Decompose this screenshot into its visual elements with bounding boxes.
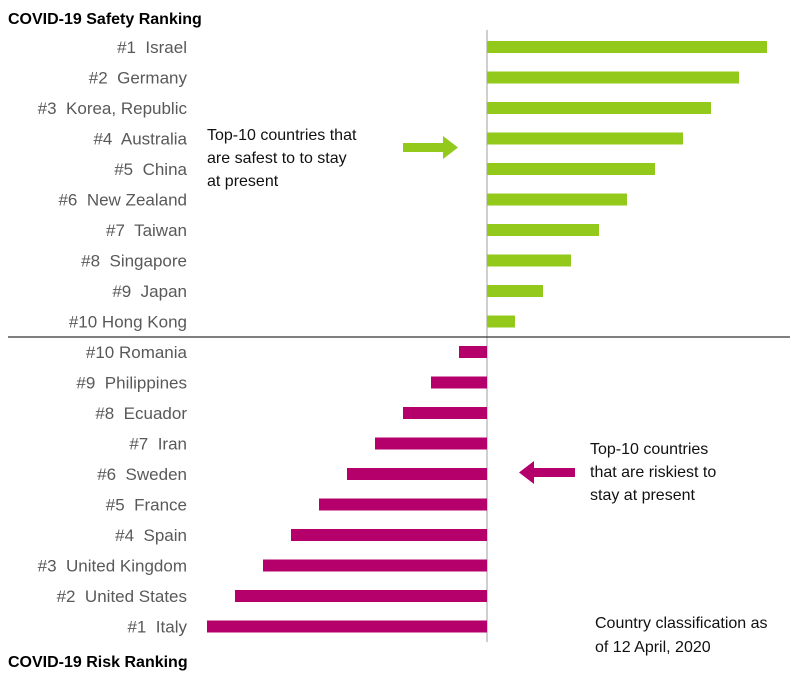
risk-bar: [291, 529, 487, 541]
footnote-line: Country classification as: [595, 615, 768, 632]
category-label: #2 United States: [57, 587, 187, 606]
category-label: #5 China: [114, 160, 187, 179]
safety-bar: [487, 224, 599, 236]
safety-bar: [487, 254, 571, 267]
category-label: #5 France: [106, 496, 187, 515]
safety-bar: [487, 71, 739, 84]
category-label: #4 Spain: [115, 526, 187, 545]
category-label: #7 Taiwan: [106, 221, 187, 240]
category-label: #10 Romania: [86, 343, 188, 362]
left-arrow-icon: [519, 461, 575, 484]
safety-bar: [487, 285, 543, 297]
risk-bar: [431, 376, 487, 389]
safety-annotation-line: at present: [207, 173, 279, 190]
risk-bar: [403, 407, 487, 419]
risk-bar: [347, 468, 487, 480]
category-label: #8 Singapore: [81, 252, 187, 271]
risk-bar: [207, 620, 487, 633]
safety-bar: [487, 132, 683, 145]
category-label: #6 New Zealand: [58, 191, 187, 210]
category-label: #3 Korea, Republic: [38, 99, 188, 118]
risk-bar: [319, 498, 487, 511]
risk-bar: [235, 590, 487, 602]
risk-annotation: Top-10 countries that are riskiest to st…: [519, 441, 716, 504]
category-label: #2 Germany: [89, 69, 188, 88]
risk-annotation-line: that are riskiest to: [590, 464, 716, 481]
safety-bar: [487, 315, 515, 328]
category-label: #10 Hong Kong: [69, 313, 187, 332]
category-label: #9 Philippines: [76, 374, 187, 393]
safety-bar: [487, 102, 711, 114]
safety-bar: [487, 41, 767, 53]
risk-ranking-title: COVID-19 Risk Ranking: [8, 654, 188, 671]
category-label: #4 Australia: [93, 130, 187, 149]
safety-annotation-line: are safest to to stay: [207, 150, 347, 167]
safety-ranking-title: COVID-19 Safety Ranking: [8, 11, 202, 28]
risk-annotation-line: stay at present: [590, 487, 696, 504]
risk-bar: [459, 346, 487, 358]
category-label: #1 Israel: [117, 38, 187, 57]
footnote-line: of 12 April, 2020: [595, 639, 711, 656]
category-label: #8 Ecuador: [95, 404, 187, 423]
right-arrow-icon: [403, 136, 458, 159]
category-label: #3 United Kingdom: [38, 557, 187, 576]
category-label: #1 Italy: [127, 618, 187, 637]
risk-annotation-line: Top-10 countries: [590, 441, 708, 458]
category-label: #6 Sweden: [97, 465, 187, 484]
safety-bar: [487, 163, 655, 175]
category-label: #9 Japan: [112, 282, 187, 301]
safety-annotation-line: Top-10 countries that: [207, 127, 357, 144]
category-label: #7 Iran: [129, 435, 187, 454]
safety-bar: [487, 193, 627, 206]
risk-bar: [263, 559, 487, 572]
risk-bar: [375, 437, 487, 450]
safety-annotation: Top-10 countries that are safest to to s…: [207, 127, 458, 190]
